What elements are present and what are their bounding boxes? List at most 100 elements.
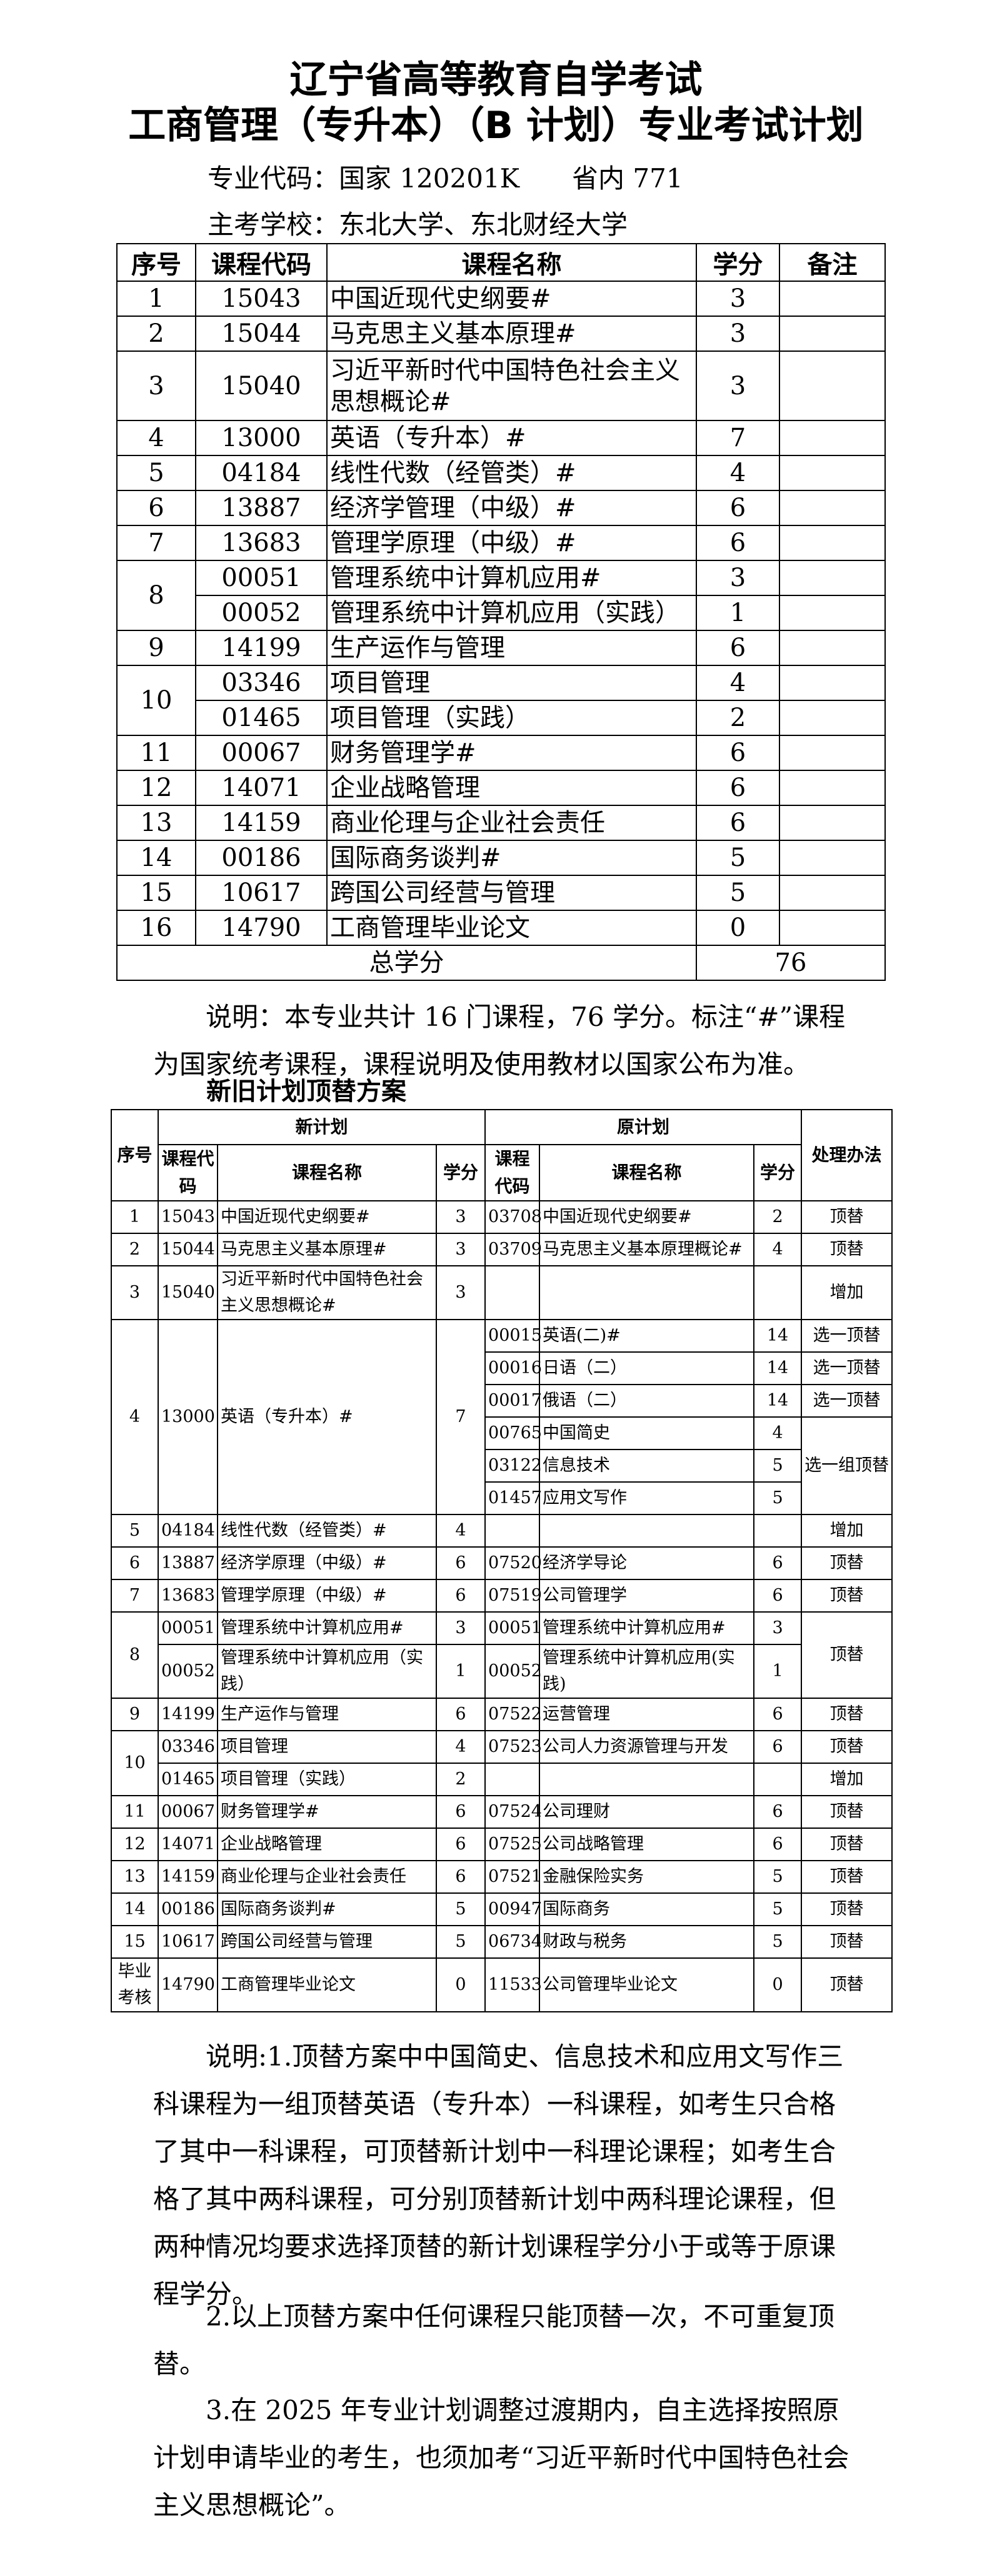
old-course-credit (753, 1265, 803, 1320)
old-course-credit: 2 (753, 1200, 803, 1234)
replacement-method: 顶替 (801, 1828, 893, 1861)
new-course-credit: 6 (435, 1828, 486, 1861)
table-header-row: 序号 课程代码 课程名称 学分 备注 (116, 243, 886, 282)
old-course-code: 00051 (484, 1611, 542, 1645)
header-no: 序号 (111, 1109, 159, 1201)
course-no: 9 (116, 630, 196, 666)
course-remark (779, 455, 886, 491)
new-course-credit: 5 (435, 1925, 486, 1959)
old-course-name: 俄语（二） (539, 1384, 755, 1418)
header-new-code: 课程代码 (158, 1144, 218, 1201)
new-course-credit: 3 (435, 1611, 486, 1645)
course-name: 项目管理 (326, 665, 697, 701)
course-name: 管理系统中计算机应用（实践） (326, 595, 697, 631)
old-course-code: 06734 (484, 1925, 542, 1959)
old-course-code: 07522 (484, 1698, 542, 1731)
old-course-name (539, 1265, 755, 1320)
table-row: 4 13000 英语（专升本）# 7 (116, 420, 886, 456)
table-row: 2 15044 马克思主义基本原理# 3 03709 马克思主义基本原理概论# 4 顶替 (111, 1233, 893, 1266)
old-course-code: 07520 (484, 1546, 542, 1580)
old-course-code: 00015 (484, 1319, 542, 1353)
course-credit: 6 (696, 525, 780, 561)
new-course-name: 经济学原理（中级）# (217, 1546, 437, 1580)
table-row: 15 10617 跨国公司经营与管理 5 (116, 875, 886, 911)
course-name: 商业伦理与企业社会责任 (326, 805, 697, 841)
document-subtitle: 工商管理（专升本）（B 计划）专业考试计划 (128, 104, 864, 147)
table-row: 01465 项目管理（实践） 2 (117, 700, 886, 736)
course-remark (779, 630, 886, 666)
new-course-credit: 3 (435, 1265, 486, 1320)
total-row: 总学分 76 (116, 945, 886, 981)
header-remark: 备注 (779, 243, 886, 282)
header-name: 课程名称 (326, 243, 697, 282)
course-name: 英语（专升本）# (326, 420, 697, 456)
old-course-code: 07519 (484, 1579, 542, 1613)
old-course-name: 经济学导论 (539, 1546, 755, 1580)
course-no: 16 (116, 910, 196, 946)
table-row: 10 03346 项目管理 4 07523 公司人力资源管理与开发 6 顶替 (111, 1730, 893, 1796)
table-row: 3 15040 习近平新时代中国特色社会主义思想概论# 3 (116, 351, 886, 421)
course-credit: 1 (696, 595, 780, 631)
old-course-credit: 6 (753, 1546, 803, 1580)
course-no: 12 (116, 770, 196, 806)
new-course-credit: 6 (435, 1579, 486, 1613)
header-new-plan: 新计划 (157, 1109, 486, 1145)
new-course-code: 13000 (158, 1319, 218, 1515)
course-name: 线性代数（经管类）# (326, 455, 697, 491)
old-course-credit: 0 (753, 1957, 803, 2012)
old-course-code (484, 1763, 541, 1796)
new-course-name: 中国近现代史纲要# (217, 1200, 437, 1234)
table-row: 2 15044 马克思主义基本原理# 3 (116, 316, 886, 352)
old-course-code: 00017 (484, 1384, 542, 1418)
group-no: 4 (111, 1319, 159, 1515)
old-course-code: 07523 (484, 1730, 542, 1764)
course-code: 15043 (195, 281, 328, 317)
replacement-method: 顶替 (801, 1892, 893, 1926)
new-course-code: 13887 (158, 1546, 218, 1580)
replacement-method: 选一顶替 (801, 1384, 893, 1418)
old-course-credit (753, 1763, 803, 1796)
table-row: 01465 项目管理（实践） 2 增加 (111, 1763, 893, 1796)
course-name: 国际商务谈判# (326, 840, 697, 876)
course-name: 习近平新时代中国特色社会主义思想概论# (326, 351, 697, 421)
new-course-code: 04184 (158, 1514, 218, 1548)
new-course-credit: 6 (435, 1546, 486, 1580)
replacement-method: 顶替 (801, 1795, 893, 1829)
new-course-code: 00051 (158, 1611, 218, 1645)
new-course-name: 管理系统中计算机应用# (217, 1611, 437, 1645)
course-no: 14 (116, 840, 196, 876)
old-course-name: 英语(二)# (539, 1319, 755, 1353)
new-course-name: 马克思主义基本原理# (217, 1233, 437, 1266)
group-no: 12 (111, 1828, 159, 1861)
new-course-code: 14199 (158, 1698, 218, 1731)
new-course-credit: 7 (435, 1319, 486, 1515)
course-code: 14199 (195, 630, 328, 666)
old-course-credit: 6 (753, 1579, 803, 1613)
new-course-code: 00186 (158, 1892, 218, 1926)
course-name: 经济学管理（中级）# (326, 490, 697, 526)
course-name: 跨国公司经营与管理 (326, 875, 697, 911)
table-row: 7 13683 管理学原理（中级）# 6 (116, 525, 886, 561)
course-remark (779, 281, 886, 317)
course-credit: 6 (696, 735, 780, 771)
course-name: 工商管理毕业论文 (326, 910, 697, 946)
group-no: 5 (111, 1514, 159, 1548)
old-course-credit: 6 (753, 1698, 803, 1731)
table-row: 9 14199 生产运作与管理 6 07522 运营管理 6 顶替 (111, 1698, 893, 1731)
old-course-credit: 1 (753, 1644, 803, 1699)
replacement-method: 顶替 (801, 1925, 893, 1959)
course-no: 15 (116, 875, 196, 911)
replacement-method: 顶替 (801, 1698, 893, 1731)
course-name: 管理系统中计算机应用# (326, 560, 697, 596)
course-name: 中国近现代史纲要# (326, 281, 697, 317)
new-course-name: 管理学原理（中级）# (217, 1579, 437, 1613)
old-course-credit: 6 (753, 1795, 803, 1829)
course-code: 14790 (195, 910, 328, 946)
old-course-name (539, 1514, 755, 1548)
table-subheader-row: 课程代码 课程名称 学分 课程代码 课程名称 学分 (111, 1144, 892, 1201)
course-code: 01465 (195, 700, 328, 736)
course-no: 10 (116, 665, 196, 736)
course-remark (779, 316, 886, 352)
old-course-name (539, 1763, 755, 1796)
old-course-credit: 14 (753, 1319, 803, 1353)
